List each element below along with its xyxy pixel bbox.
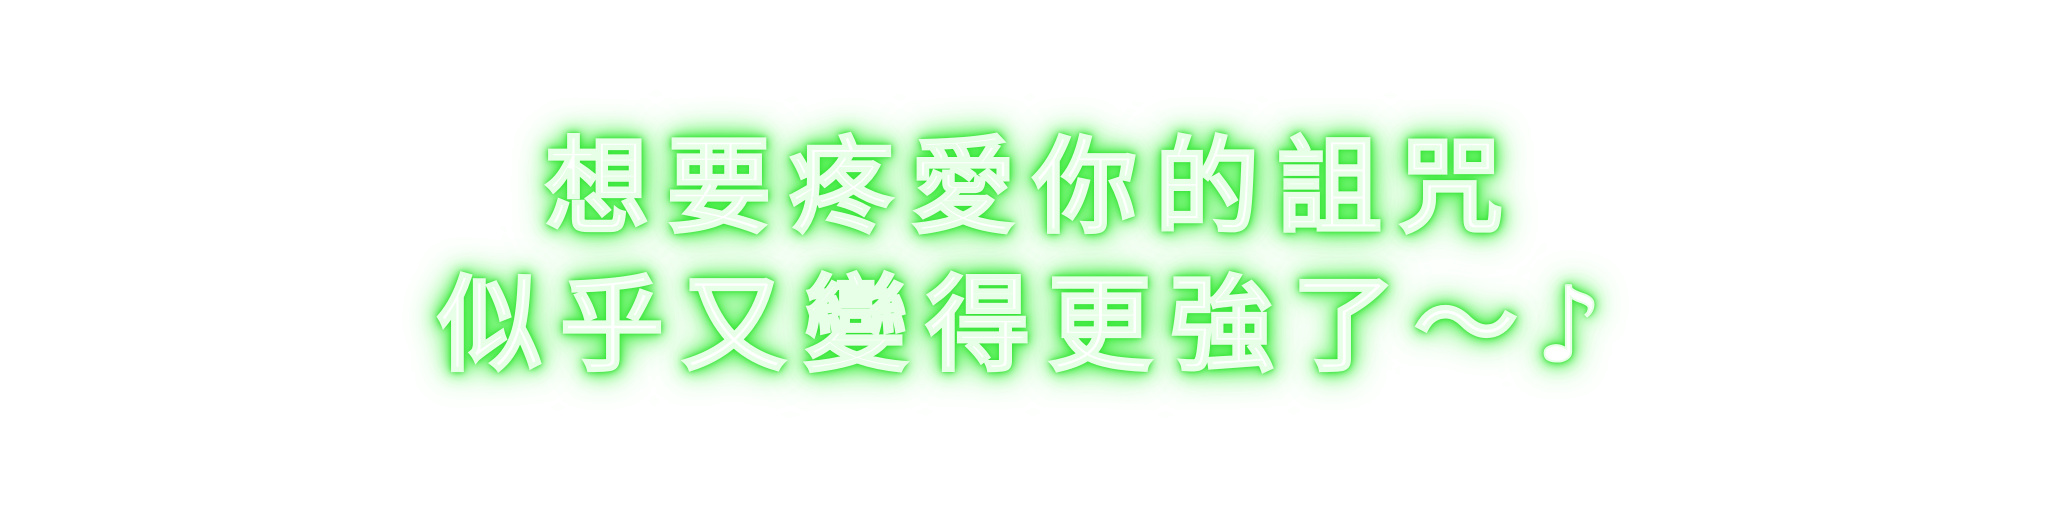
glowing-caption: 想要疼愛你的詛咒 似乎又變得更強了～♪ (0, 118, 2048, 394)
caption-line-1: 想要疼愛你的詛咒 (544, 125, 1521, 249)
caption-line-2: 似乎又變得更強了～♪ (437, 263, 1621, 387)
